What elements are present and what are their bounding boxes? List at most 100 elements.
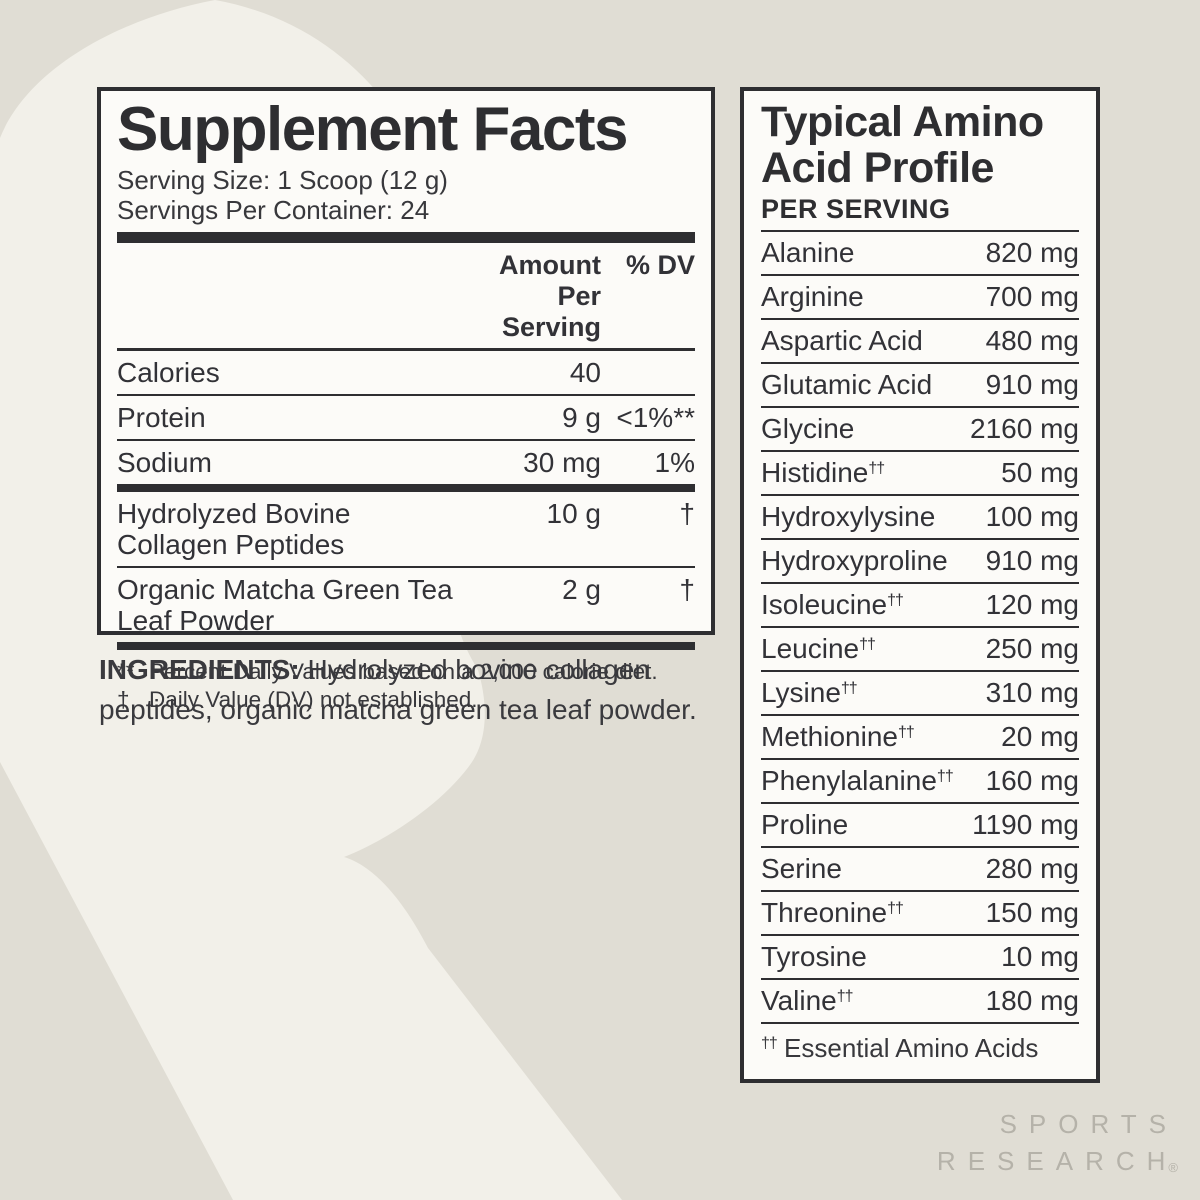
amino-row-isoleucine: Isoleucine†† 120 mg — [761, 584, 1079, 628]
header-rule — [117, 348, 695, 351]
nutrient-dv: 1% — [654, 447, 695, 478]
footnotes: ** Percent Daily Values based on a 2,000… — [117, 650, 695, 714]
nutrient-amount: 10 g — [546, 498, 602, 529]
amino-row-histidine: Histidine†† 50 mg — [761, 452, 1079, 496]
amino-title-line1: Typical Amino — [761, 98, 1044, 146]
nutrient-name: Sodium — [117, 447, 212, 478]
ingredients-text: Hydrolyzed bovine collagen peptides, org… — [99, 654, 697, 725]
amino-value: 180 mg — [985, 985, 1079, 1016]
amino-acid-profile-panel: Typical Amino Acid Profile PER SERVING A… — [740, 87, 1100, 1083]
amino-name: Valine†† — [761, 985, 854, 1016]
serving-size: Serving Size: 1 Scoop (12 g) — [117, 165, 448, 195]
row-rule — [117, 394, 695, 396]
amino-row-serine: Serine 280 mg — [761, 848, 1079, 892]
amino-profile-title: Typical Amino Acid Profile — [761, 99, 1079, 191]
amino-name: Glutamic Acid — [761, 369, 933, 400]
row-rule — [117, 566, 695, 568]
amino-value: 150 mg — [985, 897, 1079, 928]
amino-name: Hydroxyproline — [761, 545, 948, 576]
amino-name: Arginine — [761, 281, 864, 312]
amino-name: Histidine†† — [761, 457, 885, 488]
amino-row-arginine: Arginine 700 mg — [761, 276, 1079, 320]
footnote-symbol: † — [117, 687, 130, 712]
nutrient-amount: 2 g — [562, 574, 601, 605]
thick-divider — [117, 484, 695, 492]
amino-name: Tyrosine — [761, 941, 867, 972]
amino-name: Isoleucine†† — [761, 589, 904, 620]
amino-value: 160 mg — [985, 765, 1079, 796]
amino-name: Serine — [761, 853, 842, 884]
amino-value: 120 mg — [985, 589, 1079, 620]
nutrient-name: Calories — [117, 357, 220, 388]
amino-name: Methionine†† — [761, 721, 915, 752]
amino-value: 910 mg — [985, 545, 1079, 576]
amino-row-aspartic-acid: Aspartic Acid 480 mg — [761, 320, 1079, 364]
amino-name: Aspartic Acid — [761, 325, 923, 356]
brand-logo: SPORTS RESEARCH® — [937, 1106, 1178, 1186]
amino-name: Hydroxylysine — [761, 501, 936, 532]
amino-value: 10 mg — [1001, 941, 1079, 972]
amino-row-valine: Valine†† 180 mg — [761, 980, 1079, 1024]
essential-amino-acids-footnote: †† Essential Amino Acids — [761, 1024, 1079, 1064]
amino-value: 310 mg — [985, 677, 1079, 708]
amino-row-glutamic-acid: Glutamic Acid 910 mg — [761, 364, 1079, 408]
nutrient-amount: 9 g — [562, 402, 601, 433]
amino-name: Leucine†† — [761, 633, 876, 664]
amino-value: 2160 mg — [970, 413, 1079, 444]
table-row-collagen: Hydrolyzed Bovine Collagen Peptides 10 g… — [117, 492, 695, 566]
amino-row-hydroxyproline: Hydroxyproline 910 mg — [761, 540, 1079, 584]
nutrient-name: Protein — [117, 402, 206, 433]
amino-row-threonine: Threonine†† 150 mg — [761, 892, 1079, 936]
per-serving-subtitle: PER SERVING — [761, 194, 951, 224]
amino-value: 820 mg — [985, 237, 1079, 268]
amino-name: Alanine — [761, 237, 855, 268]
brand-research: RESEARCH® — [936, 1146, 1178, 1176]
amino-value: 100 mg — [985, 501, 1079, 532]
ingredients-paragraph: INGREDIENTS: Hydrolyzed bovine collagen … — [99, 650, 699, 730]
amino-name: Proline — [761, 809, 849, 840]
table-row-calories: Calories 40 — [117, 351, 695, 394]
footnote-daily-values: ** Percent Daily Values based on a 2,000… — [117, 658, 695, 686]
supplement-facts-title: Supplement Facts — [117, 95, 629, 164]
amino-value: 910 mg — [985, 369, 1079, 400]
amino-acid-table: Alanine 820 mg Arginine 700 mg Aspartic Ac… — [761, 230, 1079, 1024]
nutrient-dv: <1%** — [616, 402, 695, 433]
amino-value: 20 mg — [1001, 721, 1079, 752]
amino-row-lysine: Lysine†† 310 mg — [761, 672, 1079, 716]
thick-divider — [117, 642, 695, 650]
amino-name: Phenylalanine†† — [761, 765, 954, 796]
amino-row-tyrosine: Tyrosine 10 mg — [761, 936, 1079, 980]
amino-value: 1190 mg — [972, 809, 1079, 840]
footnote-text: Daily Value (DV) not established. — [149, 687, 478, 712]
amino-value: 280 mg — [985, 853, 1079, 884]
nutrition-table-header: Amount Per Serving % DV — [117, 243, 695, 348]
nutrient-amount: 40 — [569, 357, 601, 388]
percent-dv-header: % DV — [625, 250, 695, 280]
amino-row-alanine: Alanine 820 mg — [761, 232, 1079, 276]
brand-sports: SPORTS — [999, 1109, 1178, 1139]
nutrient-dv: † — [679, 498, 695, 529]
amino-row-hydroxylysine: Hydroxylysine 100 mg — [761, 496, 1079, 540]
supplement-facts-panel: Supplement Facts Serving Size: 1 Scoop (… — [97, 87, 715, 712]
amino-name: Glycine — [761, 413, 855, 444]
footnote-dv-not-established: † Daily Value (DV) not established. — [117, 686, 695, 714]
amino-name: Lysine†† — [761, 677, 858, 708]
table-row-protein: Protein 9 g <1%** — [117, 396, 695, 439]
row-rule — [117, 439, 695, 441]
amino-value: 250 mg — [985, 633, 1079, 664]
amino-row-glycine: Glycine 2160 mg — [761, 408, 1079, 452]
nutrient-name: Hydrolyzed Bovine Collagen Peptides — [117, 498, 351, 560]
footnote-symbol: †† — [761, 1035, 778, 1052]
amino-name: Threonine†† — [761, 897, 904, 928]
footnote-text: Percent Daily Values based on a 2,000 ca… — [149, 659, 658, 684]
amino-row-proline: Proline 1190 mg — [761, 804, 1079, 848]
ingredients-label: INGREDIENTS: — [99, 654, 300, 685]
nutrient-amount: 30 mg — [523, 447, 601, 478]
amino-row-leucine: Leucine†† 250 mg — [761, 628, 1079, 672]
table-row-matcha: Organic Matcha Green Tea Leaf Powder 2 g… — [117, 568, 695, 642]
amino-value: 480 mg — [985, 325, 1079, 356]
amino-value: 700 mg — [985, 281, 1079, 312]
registered-trademark-icon: ® — [1168, 1160, 1178, 1175]
servings-per-container: Servings Per Container: 24 — [117, 195, 430, 225]
amino-row-methionine: Methionine†† 20 mg — [761, 716, 1079, 760]
